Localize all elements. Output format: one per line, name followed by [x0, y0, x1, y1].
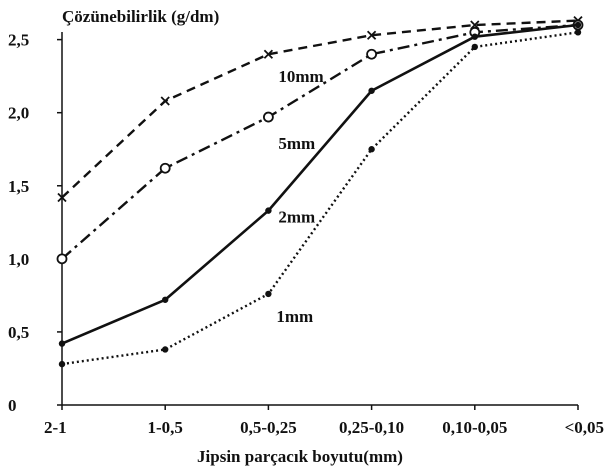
- series-10mm: 10mm: [57, 15, 583, 203]
- data-point: [366, 30, 377, 40]
- data-point: [162, 346, 169, 353]
- y-ticks: 0 0,5 1,0 1,5 2,0 2,5: [8, 31, 62, 415]
- data-point: [574, 29, 582, 36]
- data-point: [162, 296, 169, 303]
- x-ticks: 2-1 1-0,5 0,5-0,25 0,25-0,10 0,10-0,05 <0,05: [44, 405, 604, 437]
- series-1mm: 1mm: [58, 29, 582, 368]
- y-tick-label: 0,5: [8, 323, 29, 342]
- data-point: [58, 340, 66, 347]
- y-tick-label: 2,0: [8, 104, 29, 123]
- y-tick-label: 1,5: [8, 177, 29, 196]
- data-point: [58, 360, 66, 368]
- data-point: [262, 111, 274, 123]
- data-point: [159, 162, 171, 174]
- series-5mm: 5mm: [56, 19, 584, 265]
- series-line-5mm: [61, 23, 579, 260]
- series-2mm: 2mm: [58, 21, 582, 347]
- x-tick-label: 0,5-0,25: [240, 418, 297, 437]
- series-label-10mm: 10mm: [278, 67, 323, 86]
- series-line-1mm: [61, 31, 579, 366]
- series-label-1mm: 1mm: [276, 307, 313, 326]
- series-group: 10mm 5mm 2mm 1mm: [56, 15, 584, 368]
- x-tick-label: 0,25-0,10: [339, 418, 404, 437]
- data-point: [160, 96, 170, 106]
- series-line-10mm: [61, 19, 579, 199]
- data-point: [56, 253, 68, 265]
- x-tick-label: 1-0,5: [147, 418, 182, 437]
- data-point: [368, 146, 375, 153]
- series-label-2mm: 2mm: [278, 208, 315, 227]
- series-label-5mm: 5mm: [278, 134, 315, 153]
- y-tick-label: 1,0: [8, 250, 29, 269]
- data-point: [471, 33, 478, 40]
- y-axis-title: Çözünebilirlik (g/dm): [62, 7, 219, 26]
- y-tick-label: 2,5: [8, 31, 29, 50]
- data-point: [263, 49, 274, 59]
- data-point: [366, 48, 378, 60]
- y-tick-label: 0: [8, 396, 17, 415]
- series-line-2mm: [61, 23, 579, 345]
- x-tick-label: 0,10-0,05: [442, 418, 507, 437]
- data-point: [574, 21, 582, 29]
- x-axis-title: Jipsin parçacık boyutu(mm): [197, 447, 403, 466]
- data-point: [368, 87, 375, 94]
- axes: [61, 32, 578, 406]
- data-point: [265, 290, 272, 298]
- data-point: [471, 43, 478, 51]
- data-point: [265, 207, 272, 214]
- data-point: [57, 192, 67, 203]
- x-tick-label: <0,05: [565, 418, 604, 437]
- x-tick-label: 2-1: [44, 418, 67, 437]
